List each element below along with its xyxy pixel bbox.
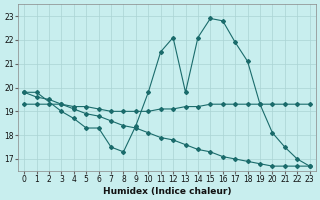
- X-axis label: Humidex (Indice chaleur): Humidex (Indice chaleur): [103, 187, 231, 196]
